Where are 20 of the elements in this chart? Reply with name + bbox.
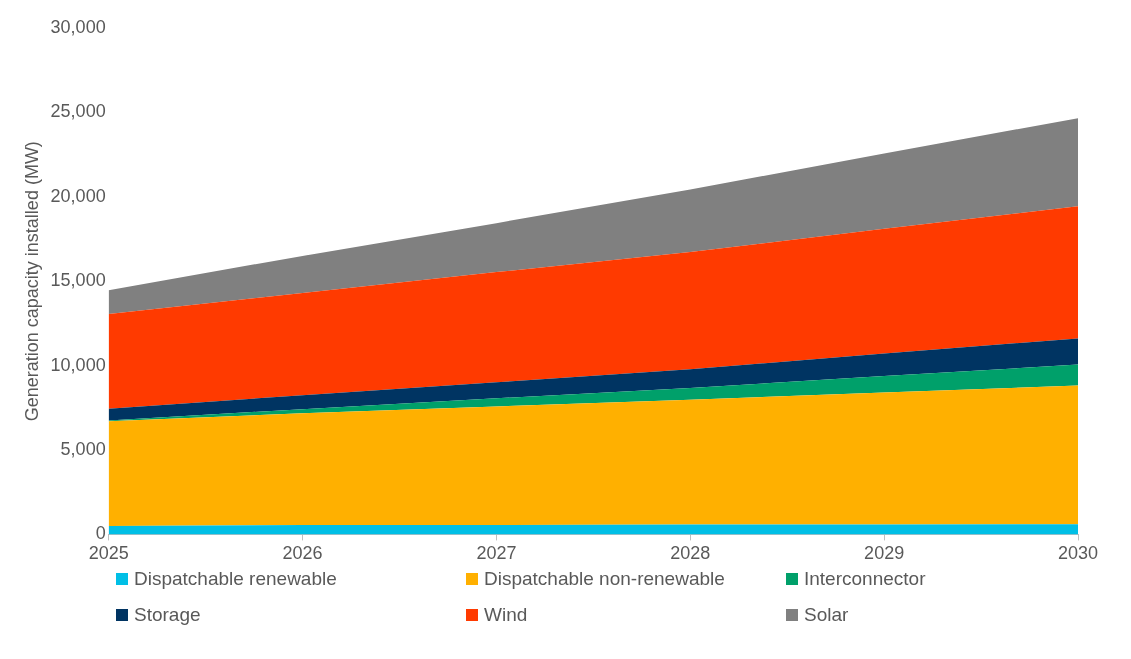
x-tick-label: 2026 xyxy=(282,543,323,564)
legend-label: Dispatchable non-renewable xyxy=(484,568,725,590)
legend-label: Solar xyxy=(804,604,849,626)
x-tick-label: 2027 xyxy=(476,543,517,564)
y-tick-label: 25,000 xyxy=(50,101,106,122)
legend-label: Wind xyxy=(484,604,528,626)
legend-label: Interconnector xyxy=(804,568,926,590)
x-tick-label: 2025 xyxy=(88,543,129,564)
y-tick-label: 0 xyxy=(95,523,106,544)
y-tick-label: 15,000 xyxy=(50,270,106,291)
legend-label: Dispatchable renewable xyxy=(134,568,337,590)
x-tick-label: 2028 xyxy=(670,543,711,564)
y-tick-label: 20,000 xyxy=(50,185,106,206)
x-tick-label: 2030 xyxy=(1057,543,1099,564)
x-tick-label: 2029 xyxy=(864,543,905,564)
y-tick-label: 5,000 xyxy=(60,438,106,459)
y-tick-label: 30,000 xyxy=(50,16,106,37)
y-tick-label: 10,000 xyxy=(50,354,106,375)
legend-label: Storage xyxy=(134,604,201,626)
y-axis-title: Generation capacity installed (MW) xyxy=(21,141,42,422)
